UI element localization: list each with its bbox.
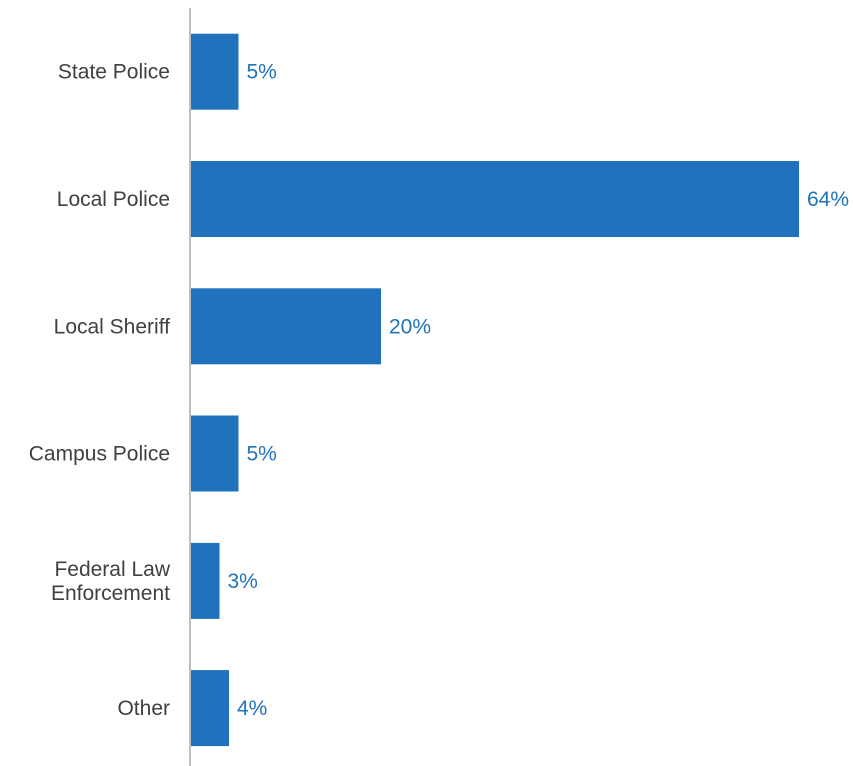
category-label: State Police	[58, 61, 170, 84]
category-label-line: Campus Police	[29, 443, 170, 466]
bars-group	[191, 33, 799, 747]
value-label: 3%	[228, 570, 258, 593]
category-label-line: Federal Law	[54, 558, 170, 581]
bar	[191, 33, 239, 110]
value-label: 4%	[237, 697, 267, 720]
category-label: Local Sheriff	[54, 315, 171, 338]
value-label: 5%	[247, 61, 277, 84]
category-label-line: Other	[117, 697, 170, 720]
category-label-line: Local Sheriff	[54, 315, 171, 338]
category-label-line: Local Police	[57, 188, 170, 211]
value-label: 20%	[389, 315, 431, 338]
bar	[191, 161, 799, 237]
value-label: 64%	[807, 188, 849, 211]
bar	[191, 670, 229, 747]
category-label-line: Enforcement	[51, 582, 170, 605]
category-label: Federal Law Enforcement	[51, 558, 171, 605]
value-label: 5%	[247, 443, 277, 466]
category-label: Local Police	[57, 188, 170, 211]
bar	[191, 415, 239, 492]
category-labels-group: State Police Local Police Local Sheriff Cam…	[29, 61, 171, 720]
category-label: Campus Police	[29, 443, 170, 466]
category-label: Other	[117, 697, 170, 720]
bar	[191, 542, 220, 619]
category-label-line: State Police	[58, 61, 170, 84]
bar	[191, 288, 381, 365]
value-labels-group: 5% 64% 20% 5% 3% 4%	[228, 61, 850, 720]
